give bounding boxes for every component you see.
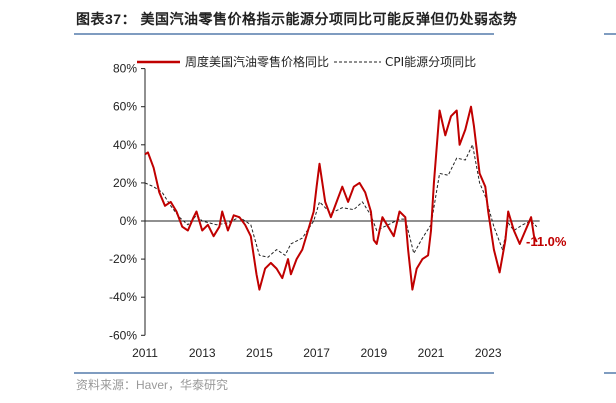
y-tick-label: -20%	[109, 252, 137, 266]
source-note: 资料来源：Haver，华泰研究	[76, 378, 229, 392]
x-tick-label: 2019	[360, 346, 387, 360]
y-tick-label: 80%	[113, 62, 137, 76]
latest-value-annotation: -11.0%	[526, 234, 567, 249]
x-tick-label: 2011	[132, 346, 158, 360]
y-tick-label: 20%	[113, 176, 137, 190]
x-tick-label: 2013	[189, 346, 216, 360]
title-rule	[74, 33, 494, 35]
y-tick-label: -40%	[109, 290, 137, 304]
y-tick-label: 0%	[120, 214, 138, 228]
footer-rule-right	[604, 372, 616, 374]
x-tick-label: 2021	[418, 346, 445, 360]
y-tick-label: 40%	[113, 138, 137, 152]
x-tick-label: 2017	[303, 346, 330, 360]
x-tick-label: 2015	[246, 346, 273, 360]
legend-label-gasoline: 周度美国汽油零售价格同比	[185, 54, 329, 69]
y-tick-label: 60%	[113, 100, 137, 114]
y-tick-label: -60%	[109, 328, 137, 342]
title-rule-right	[604, 33, 616, 35]
footer-rule	[74, 372, 494, 374]
figure-title: 图表37： 美国汽油零售价格指示能源分项同比可能反弹但仍处弱态势	[76, 11, 518, 27]
legend-label-cpi: CPI能源分项同比	[385, 55, 476, 69]
x-tick-label: 2023	[475, 346, 502, 360]
series-gasoline-line	[144, 105, 538, 291]
